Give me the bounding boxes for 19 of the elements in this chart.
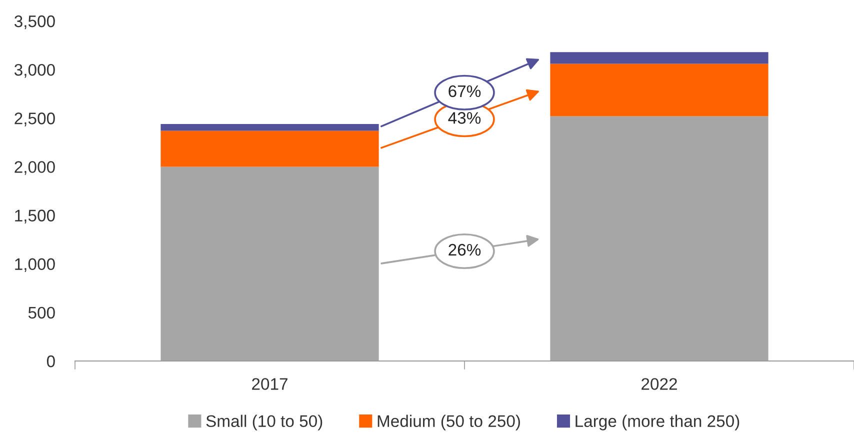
y-tick-label: 2,000 <box>14 161 55 175</box>
legend-label: Large (more than 250) <box>576 414 740 430</box>
x-tick-label: 2017 <box>252 378 288 390</box>
legend-label: Medium (50 to 250) <box>378 414 520 430</box>
y-tick-label: 0 <box>46 355 55 368</box>
y-tick-label: 1,000 <box>15 258 55 272</box>
legend-label: Small (10 to 50) <box>206 414 322 430</box>
y-tick-label: 3,000 <box>14 64 55 78</box>
bar <box>550 52 768 64</box>
y-tick-label: 1,500 <box>15 210 55 224</box>
annotation: 26% <box>448 244 481 256</box>
annotation: 67% <box>448 85 481 98</box>
bar <box>550 116 768 361</box>
bar <box>550 64 768 116</box>
y-tick-label: 3,500 <box>14 15 55 30</box>
x-tick-label: 2022 <box>642 378 677 390</box>
y-tick-label: 500 <box>28 306 55 319</box>
y-tick-label: 2,500 <box>14 112 55 126</box>
annotation: 43% <box>448 112 481 124</box>
